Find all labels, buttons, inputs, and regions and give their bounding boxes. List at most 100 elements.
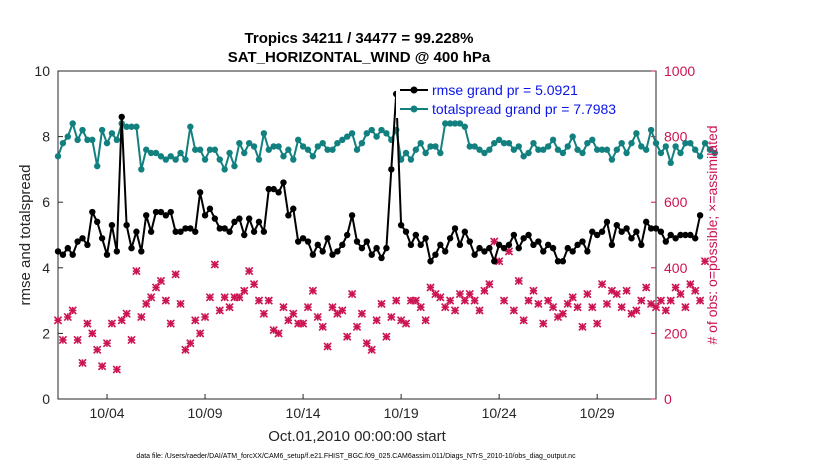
rmse-point (677, 231, 684, 239)
rmse-point (461, 228, 469, 235)
rmse-point (118, 113, 125, 121)
totalspread-point (260, 130, 268, 137)
x-tick-label: 10/19 (384, 405, 419, 421)
totalspread-point (628, 139, 635, 147)
y-tick-label-right: 0 (664, 391, 672, 407)
legend-box (396, 78, 654, 118)
rmse-point (451, 225, 459, 232)
totalspread-point (642, 146, 650, 153)
obs-count-marker (382, 332, 391, 341)
x-tick-label: 10/14 (286, 405, 321, 421)
rmse-point (250, 228, 258, 235)
obs-count-marker (588, 302, 597, 312)
obs-count-marker (127, 335, 136, 345)
rmse-point (216, 225, 223, 232)
totalspread-point (74, 136, 81, 144)
rmse-point (211, 215, 219, 222)
totalspread-point (172, 156, 179, 163)
y-axis-label-left: rmse and totalspread (17, 165, 34, 306)
rmse-point (147, 228, 155, 235)
rmse-point (167, 208, 174, 216)
totalspread-point (574, 146, 581, 153)
legend-rmse-label: rmse grand pr = 5.0921 (432, 82, 578, 98)
totalspread-point (147, 149, 155, 157)
obs-count-marker (210, 260, 220, 269)
obs-count-marker (558, 309, 568, 318)
x-tick-label: 10/04 (89, 405, 124, 421)
totalspread-point (672, 143, 679, 150)
totalspread-point (579, 149, 586, 157)
obs-count-marker (666, 296, 675, 305)
rmse-point (687, 231, 694, 239)
totalspread-point (206, 146, 214, 153)
rmse-point (206, 205, 214, 212)
rmse-point (554, 258, 562, 265)
obs-count-marker (83, 319, 92, 328)
rmse-point (437, 241, 444, 249)
totalspread-point (427, 143, 434, 150)
rmse-point (89, 208, 96, 216)
rmse-point (638, 241, 645, 249)
obs-count-marker (377, 299, 386, 309)
obs-count-marker (298, 319, 308, 328)
obs-count-marker (676, 289, 685, 299)
totalspread-point (647, 126, 655, 134)
rmse-point (353, 238, 361, 245)
totalspread-point (422, 149, 429, 157)
rmse-point (682, 231, 689, 239)
totalspread-point (515, 143, 522, 150)
totalspread-point (177, 149, 184, 157)
totalspread-point (711, 149, 719, 157)
rmse-point (417, 241, 424, 249)
obs-count-marker (480, 286, 489, 295)
obs-count-marker (499, 296, 509, 305)
y-tick-label-left: 2 (42, 325, 50, 341)
rmse-point (559, 258, 567, 265)
obs-count-marker (122, 309, 131, 318)
obs-count-marker (612, 289, 621, 299)
obs-count-marker (627, 309, 636, 318)
obs-count-marker (597, 280, 607, 289)
legend: rmse grand pr = 5.0921 totalspread grand… (396, 78, 654, 118)
legend-spread-marker (410, 105, 418, 113)
totalspread-point (437, 149, 444, 157)
rmse-point (221, 225, 228, 232)
obs-count-marker (441, 302, 450, 312)
rmse-point (510, 231, 518, 239)
totalspread-point (471, 143, 478, 150)
totalspread-point (706, 146, 714, 153)
totalspread-point (549, 136, 557, 144)
obs-count-marker (691, 286, 700, 295)
obs-count-marker (137, 312, 146, 322)
obs-count-marker (73, 335, 82, 345)
rmse-point (422, 235, 429, 242)
chart-subtitle: SAT_HORIZONTAL_WIND @ 400 hPa (228, 49, 491, 66)
totalspread-point (211, 146, 219, 153)
totalspread-point (182, 156, 189, 163)
totalspread-point (275, 143, 282, 150)
obs-count-marker (318, 322, 327, 332)
rmse-point (314, 241, 321, 249)
totalspread-point (520, 153, 527, 160)
totalspread-point (98, 126, 106, 134)
y-tick-label-right: 800 (664, 129, 688, 145)
y-tick-label-right: 600 (664, 194, 688, 210)
obs-count-marker (195, 329, 205, 338)
x-tick-label: 10/09 (188, 405, 223, 421)
totalspread-point (677, 149, 684, 157)
rmse-point (187, 225, 194, 232)
totalspread-point (481, 149, 488, 157)
obs-count-marker (700, 257, 710, 266)
obs-count-marker (578, 322, 587, 332)
totalspread-point (446, 120, 454, 127)
totalspread-series (54, 120, 719, 173)
totalspread-point (613, 146, 620, 153)
rmse-point (476, 244, 483, 252)
totalspread-point (103, 139, 111, 147)
totalspread-point (128, 123, 135, 130)
obs-count-marker (475, 306, 484, 315)
totalspread-point (285, 146, 292, 153)
obs-count-marker (445, 296, 455, 305)
obs-count-marker (602, 299, 612, 309)
